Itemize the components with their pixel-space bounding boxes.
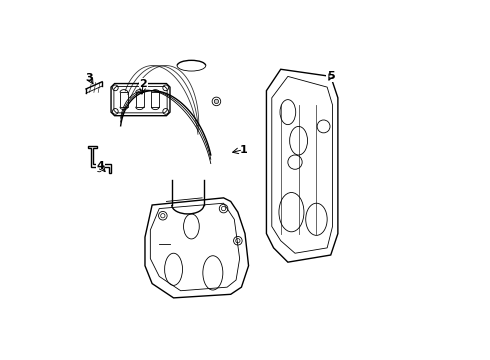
Text: 3: 3 [86, 73, 94, 83]
Circle shape [214, 99, 219, 104]
Text: 4: 4 [97, 161, 104, 171]
Text: 2: 2 [139, 78, 147, 89]
Text: 1: 1 [239, 145, 247, 155]
Text: 5: 5 [327, 71, 335, 81]
